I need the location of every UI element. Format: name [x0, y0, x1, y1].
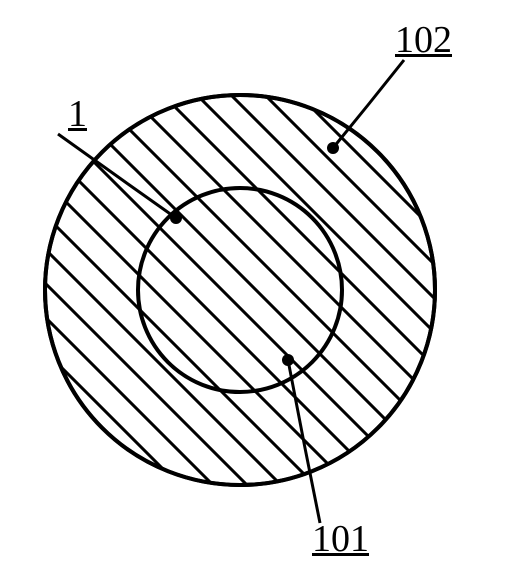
label-1-text: 1: [68, 93, 87, 135]
label-102: 102: [395, 18, 452, 62]
diagram-container: 102 1 101: [0, 0, 512, 576]
cross-section-svg: [0, 0, 512, 576]
label-101: 101: [312, 517, 369, 561]
label-101-text: 101: [312, 518, 369, 560]
label-1: 1: [68, 92, 87, 136]
label-102-text: 102: [395, 19, 452, 61]
